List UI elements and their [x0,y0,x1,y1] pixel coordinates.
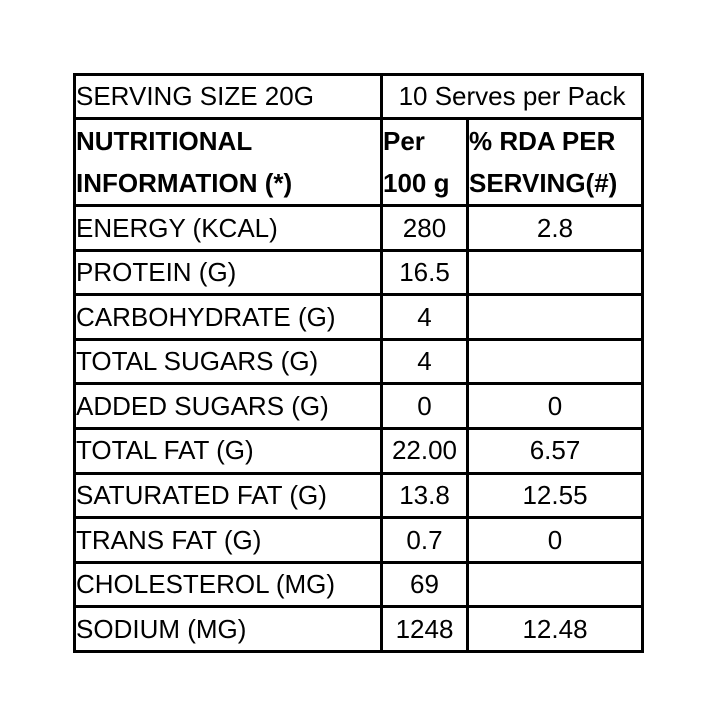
nutrient-name: SODIUM (MG) [73,605,383,653]
nutrient-row: PROTEIN (G) 16.5 [73,248,645,297]
nutrient-row: TRANS FAT (G) 0.7 0 [73,516,645,564]
header-per-100g: Per 100 g [380,117,469,207]
serves-per-pack-label: 10 Serves per Pack [379,73,645,120]
header-rda-per-serving-line1: % RDA PER [469,126,616,156]
column-header-row: NUTRITIONAL INFORMATION (*) Per 100 g % … [73,117,645,207]
nutrient-name: SATURATED FAT (G) [73,471,383,520]
nutrient-rda-per-serving-value [465,293,645,341]
nutrient-rda-per-serving-value: 2.8 [465,204,645,252]
nutrient-rda-per-serving-value [465,337,645,386]
nutrition-table-body: SERVING SIZE 20G 10 Serves per Pack NUTR… [73,73,645,653]
nutrient-name: TRANS FAT (G) [73,516,383,564]
nutrient-row: CHOLESTEROL (MG) 69 [73,560,645,609]
header-nutritional-information-line1: NUTRITIONAL [76,126,253,156]
nutrient-name: ENERGY (KCAL) [73,204,383,252]
nutrient-name: CHOLESTEROL (MG) [73,560,383,609]
nutrient-name: TOTAL FAT (G) [73,426,383,475]
nutrient-row: SODIUM (MG) 1248 12.48 [73,605,645,653]
nutrient-per-100g-value: 4 [380,293,469,341]
nutrient-row: CARBOHYDRATE (G) 4 [73,293,645,341]
nutrient-name: TOTAL SUGARS (G) [73,337,383,386]
nutrient-per-100g-value: 69 [380,560,469,609]
nutrient-row: ADDED SUGARS (G) 0 0 [73,382,645,430]
nutrient-rda-per-serving-value [465,560,645,609]
nutrient-row: TOTAL FAT (G) 22.00 6.57 [73,426,645,475]
serving-size-row: SERVING SIZE 20G 10 Serves per Pack [73,73,645,120]
header-rda-per-serving-line2: SERVING(#) [469,168,618,198]
nutrient-rda-per-serving-value [465,248,645,297]
nutrient-rda-per-serving-value: 6.57 [465,426,645,475]
header-nutritional-information-line2: INFORMATION (*) [76,168,293,198]
nutrient-per-100g-value: 1248 [380,605,469,653]
nutrient-per-100g-value: 16.5 [380,248,469,297]
nutrient-per-100g-value: 0.7 [380,516,469,564]
nutrition-table: SERVING SIZE 20G 10 Serves per Pack NUTR… [73,73,645,653]
nutrient-name: ADDED SUGARS (G) [73,382,383,430]
header-per-100g-line2: 100 g [383,168,450,198]
nutrient-per-100g-value: 280 [380,204,469,252]
nutrient-rda-per-serving-value: 12.48 [465,605,645,653]
nutrient-per-100g-value: 22.00 [380,426,469,475]
serving-size-label: SERVING SIZE 20G [73,73,383,120]
nutrient-name: PROTEIN (G) [73,248,383,297]
nutrient-row: SATURATED FAT (G) 13.8 12.55 [73,471,645,520]
header-rda-per-serving: % RDA PER SERVING(#) [465,117,645,207]
nutrient-rda-per-serving-value: 0 [465,516,645,564]
header-per-100g-line1: Per [383,126,425,156]
nutrient-per-100g-value: 13.8 [380,471,469,520]
nutrient-name: CARBOHYDRATE (G) [73,293,383,341]
header-nutritional-information: NUTRITIONAL INFORMATION (*) [73,117,383,207]
nutrient-per-100g-value: 4 [380,337,469,386]
nutrient-rda-per-serving-value: 12.55 [465,471,645,520]
nutrient-row: ENERGY (KCAL) 280 2.8 [73,204,645,252]
nutrient-row: TOTAL SUGARS (G) 4 [73,337,645,386]
nutrient-rda-per-serving-value: 0 [465,382,645,430]
nutrient-per-100g-value: 0 [380,382,469,430]
